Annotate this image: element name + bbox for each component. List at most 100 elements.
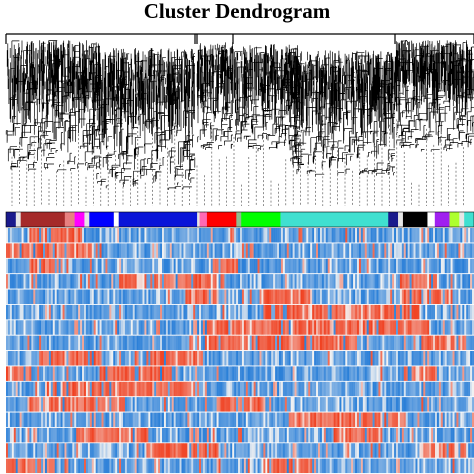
heatmap-cell [413,289,416,305]
heatmap-cell [193,228,196,243]
heatmap-cell [76,228,79,243]
heatmap-cell [238,381,241,397]
heatmap-cell [29,381,32,397]
heatmap-cell [351,351,354,366]
heatmap-cell [208,443,211,458]
heatmap-cell [95,335,98,351]
heatmap-cell [273,412,276,428]
heatmap-cell [386,397,389,412]
heatmap-cell [319,397,323,412]
heatmap-cell [314,228,317,243]
heatmap-cell [189,381,192,397]
heatmap-cell [48,274,52,289]
heatmap-cell [167,335,171,351]
heatmap-cell [199,397,202,412]
heatmap-cell [358,335,362,351]
heatmap-cell [372,366,375,381]
heatmap-cell [85,397,89,412]
heatmap-cell [35,274,38,289]
heatmap-cell [429,258,432,274]
heatmap-cell [243,289,247,305]
heatmap-cell [216,381,219,397]
heatmap-cell [21,397,24,412]
heatmap-cell [173,458,176,474]
heatmap-cell [236,258,239,274]
heatmap-cell [183,289,186,305]
heatmap-cell [93,228,96,243]
heatmap-cell [171,397,174,412]
heatmap-cell [446,351,449,366]
heatmap-cell [95,397,98,412]
heatmap-cell [126,458,130,474]
heatmap-cell [134,304,137,320]
heatmap-cell [436,304,440,320]
heatmap-cell [464,320,467,335]
heatmap-cell [206,304,210,320]
heatmap-cell [380,427,383,443]
heatmap-row [6,427,474,443]
heatmap-cell [163,304,167,320]
heatmap-cell [210,397,213,412]
heatmap-cell [253,458,256,474]
heatmap-cell [388,228,391,243]
heatmap-cell [144,320,147,335]
heatmap-cell [318,228,321,243]
heatmap-cell [68,274,71,289]
heatmap-cell [183,243,186,258]
heatmap-cell [175,335,178,351]
heatmap-cell [413,243,416,258]
heatmap-cell [265,228,268,243]
heatmap-cell [58,304,61,320]
heatmap-cell [255,274,258,289]
heatmap-cell [470,289,473,305]
heatmap-cell [257,335,260,351]
heatmap-cell [399,412,403,428]
heatmap-cell [236,412,239,428]
heatmap-cell [202,427,206,443]
heatmap-cell [294,458,297,474]
heatmap-cell [162,351,165,366]
heatmap-cell [162,427,165,443]
heatmap-cell [41,289,44,305]
heatmap-cell [136,289,139,305]
heatmap-cell [208,258,211,274]
heatmap-cell [152,228,155,243]
heatmap-cell [290,397,293,412]
heatmap-cell [23,443,26,458]
heatmap-cell [85,320,89,335]
heatmap-cell [249,258,252,274]
heatmap-cell [321,443,325,458]
heatmap-cell [126,243,130,258]
heatmap-cell [347,243,350,258]
heatmap-cell [48,381,52,397]
heatmap-cell [407,412,410,428]
heatmap-cell [144,335,147,351]
heatmap-cell [27,228,30,243]
heatmap-cell [27,258,30,274]
heatmap-cell [390,397,393,412]
heatmap-cell [95,412,98,428]
heatmap-cell [130,243,133,258]
heatmap-cell [84,427,87,443]
heatmap-cell [156,228,159,243]
heatmap-row [6,412,474,428]
heatmap-cell [97,412,100,428]
heatmap-cell [351,243,354,258]
heatmap-cell [331,258,334,274]
heatmap-cell [109,243,112,258]
heatmap-cell [353,397,356,412]
heatmap-cell [337,351,340,366]
heatmap-cell [25,258,28,274]
heatmap-cell [394,443,397,458]
heatmap-cell [460,366,463,381]
heatmap-cell [183,228,186,243]
heatmap-cell [191,335,194,351]
heatmap-cell [357,304,360,320]
heatmap-cell [54,335,57,351]
heatmap-cell [292,304,295,320]
heatmap-cell [132,320,135,335]
heatmap-cell [109,289,112,305]
heatmap-cell [263,335,266,351]
heatmap-cell [183,351,186,366]
heatmap-cell [64,397,67,412]
